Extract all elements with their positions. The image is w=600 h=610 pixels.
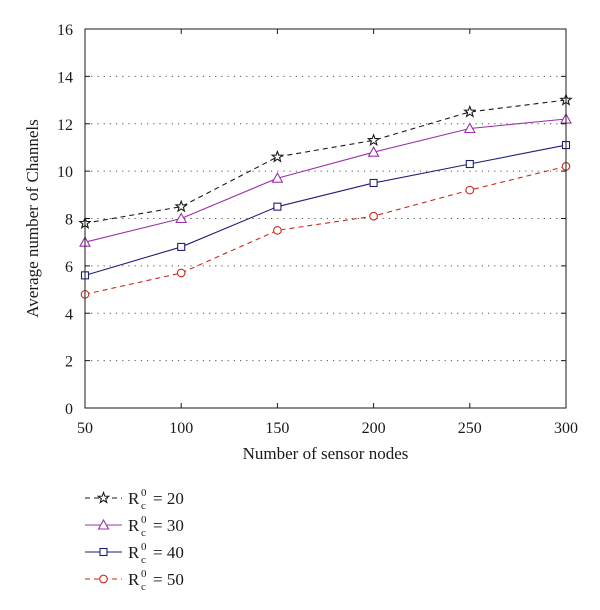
series-group (80, 141, 571, 280)
legend-symbol: R (128, 489, 140, 508)
grid-lines (85, 75, 566, 362)
x-tick-label: 200 (362, 420, 386, 437)
x-tick-label: 250 (458, 420, 482, 437)
series-line (84, 99, 567, 224)
y-tick-label: 16 (57, 22, 73, 39)
legend-subscript: c (141, 500, 146, 512)
legend-symbol: R (128, 516, 140, 535)
legend-value: = 50 (153, 570, 184, 589)
legend-label: R 0 c = 20 (128, 487, 184, 512)
legend-marker (99, 547, 108, 557)
series-line (84, 118, 567, 243)
legend-value: = 40 (153, 543, 184, 562)
legend-symbol: R (128, 570, 140, 589)
series-lines (78, 92, 573, 299)
legend-marker (96, 490, 111, 504)
legend-subscript: c (141, 581, 146, 593)
y-tick-label: 14 (57, 69, 73, 86)
data-point (367, 146, 380, 157)
legend-superscript: 0 (141, 541, 147, 553)
x-axis-label: Number of sensor nodes (243, 444, 409, 463)
data-point (465, 159, 474, 169)
data-point (366, 133, 381, 147)
data-point (176, 268, 186, 278)
data-point (174, 199, 188, 213)
legend-item: R 0 c = 20 (85, 487, 184, 512)
x-tick-label: 100 (169, 420, 193, 437)
x-tick-label: 300 (554, 420, 578, 437)
y-tick-label: 0 (65, 401, 73, 418)
y-tick-label: 6 (65, 259, 73, 276)
legend-subscript: c (141, 527, 146, 539)
series-line (84, 144, 567, 276)
data-point (369, 211, 378, 221)
data-point (270, 149, 285, 163)
legend-marker (97, 518, 110, 530)
data-point (273, 225, 282, 235)
series-group (79, 112, 572, 247)
legend-symbol: R (128, 543, 140, 562)
legend-marker (99, 574, 108, 584)
y-tick-label: 8 (65, 212, 73, 229)
y-tick-label: 4 (65, 306, 73, 323)
legend-superscript: 0 (141, 487, 147, 499)
data-point (175, 212, 188, 224)
series-group (80, 162, 571, 299)
series-group (78, 92, 573, 229)
data-point (271, 172, 284, 183)
data-point (273, 202, 282, 211)
legend-label: R 0 c = 40 (128, 541, 184, 566)
y-axis-ticks: 0 2 4 6 8 10 12 14 16 (57, 22, 566, 418)
data-point (369, 178, 378, 188)
y-tick-label: 10 (57, 164, 73, 181)
data-point (463, 104, 477, 118)
y-tick-label: 12 (57, 117, 73, 134)
legend-item: R 0 c = 50 (85, 568, 184, 593)
series-line (84, 165, 567, 295)
x-axis-ticks: 50 100 150 200 250 300 (77, 29, 578, 437)
data-point (465, 185, 475, 195)
legend-subscript: c (141, 554, 146, 566)
legend-item: R 0 c = 40 (85, 541, 184, 566)
legend-label: R 0 c = 30 (128, 514, 184, 539)
legend-label: R 0 c = 50 (128, 568, 184, 593)
y-axis-label: Average number of Channels (23, 119, 42, 317)
legend: R 0 c = 20R 0 c = 30R 0 c = 40R 0 c = 50 (85, 487, 184, 593)
data-point (177, 242, 186, 251)
data-point (463, 122, 476, 134)
legend-superscript: 0 (141, 568, 147, 580)
legend-value: = 30 (153, 516, 184, 535)
x-tick-label: 150 (265, 420, 289, 437)
legend-value: = 20 (153, 489, 184, 508)
plot-area-frame (84, 28, 567, 409)
legend-superscript: 0 (141, 514, 147, 526)
legend-item: R 0 c = 30 (85, 514, 184, 539)
x-tick-label: 50 (77, 420, 93, 437)
y-tick-label: 2 (65, 354, 73, 371)
